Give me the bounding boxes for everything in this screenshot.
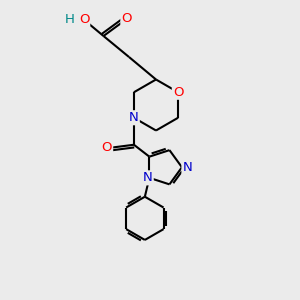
Text: H: H xyxy=(65,13,75,26)
Text: N: N xyxy=(129,111,139,124)
Text: O: O xyxy=(79,13,89,26)
Text: O: O xyxy=(102,141,112,154)
Text: O: O xyxy=(121,11,132,25)
Text: O: O xyxy=(173,86,183,99)
Text: N: N xyxy=(182,161,192,174)
Text: N: N xyxy=(143,171,153,184)
